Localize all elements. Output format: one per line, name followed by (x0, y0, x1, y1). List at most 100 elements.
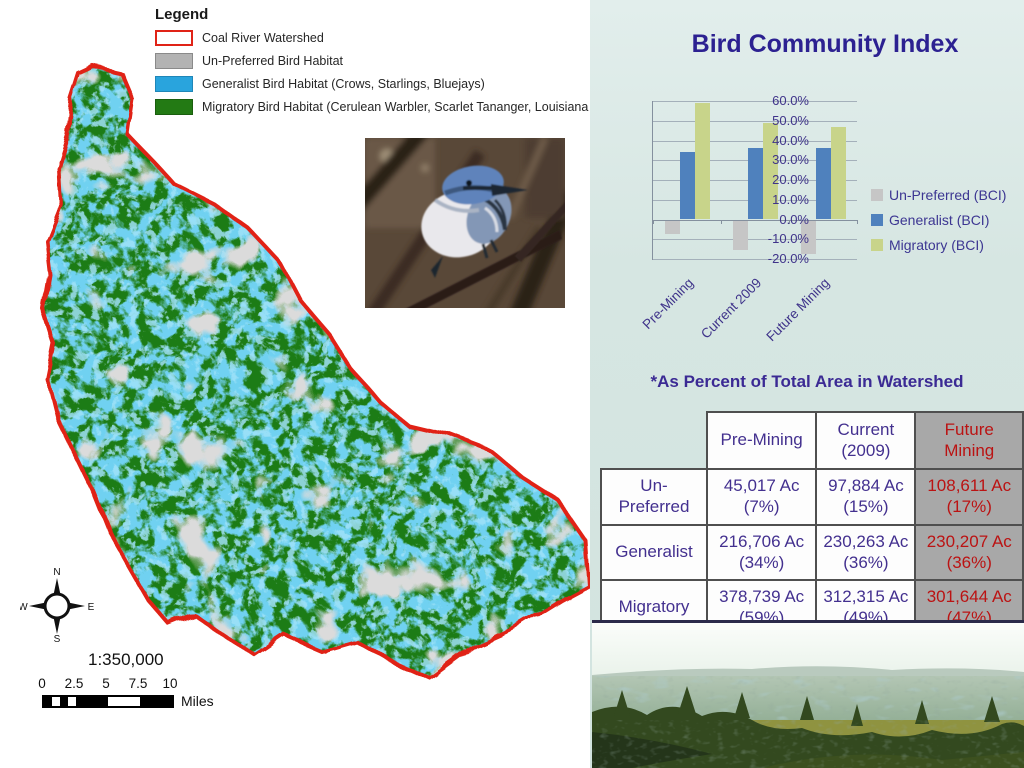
chart-gridline (653, 259, 857, 260)
cell-line: Pre-Mining (720, 430, 803, 450)
chart-legend: Un-Preferred (BCI) Generalist (BCI) Migrat… (871, 182, 1006, 257)
cell-line: Generalist (615, 542, 693, 562)
cell-line: 230,207 Ac (926, 531, 1012, 551)
map-legend: Legend Coal River Watershed Un-Preferred… (155, 6, 590, 122)
scale-tick-labels: 0 2.5 5 7.5 10 (38, 676, 177, 691)
migratory-swatch-icon (155, 99, 193, 115)
map-scale: 1:350,000 0 2.5 5 7.5 10 Miles (38, 650, 268, 709)
row-header-1: Un- Preferred (600, 468, 708, 526)
cell-line: (15%) (843, 497, 889, 516)
y-axis-line (652, 101, 653, 260)
cell-line: (2009) (841, 440, 891, 460)
cell-line: 216,706 Ac (719, 531, 805, 551)
watershed-boundary (41, 65, 590, 681)
chart-title: Bird Community Index (691, 30, 959, 58)
bar-migratory-bci--3 (830, 126, 846, 220)
cell-line: (36%) (843, 552, 889, 572)
chart-gridline (653, 239, 857, 241)
y-axis-tick-label: 50.0% (772, 112, 809, 128)
compass-north-label: N (53, 567, 60, 578)
compass-rose: N S W E (20, 567, 94, 642)
compass-west-label: W (20, 602, 28, 613)
analysis-panel: Bird Community Index 60.0% 50.0% 40.0% 30.0… (590, 0, 1024, 768)
chart-legend-item: Migratory (BCI) (871, 232, 1006, 257)
landscape-photo (592, 620, 1024, 768)
y-axis-tick-label: 60.0% (772, 93, 809, 108)
data-cell: 108,611 Ac (17%) (914, 468, 1024, 526)
x-axis-tick (789, 219, 790, 224)
y-axis-tick-label: -10.0% (767, 231, 809, 247)
generalist-swatch-icon (155, 76, 193, 92)
compass-star-icon (29, 578, 85, 634)
y-axis-tick-label: 10.0% (772, 191, 809, 207)
scale-tick-label: 2.5 (64, 676, 84, 691)
legend-title: Legend (155, 6, 209, 23)
x-axis-tick (857, 219, 858, 224)
cell-line: 230,263 Ac (823, 531, 909, 551)
cell-line: 45,017 Ac (723, 476, 800, 496)
cell-line: Mining (944, 440, 995, 460)
bci-bar-chart: 60.0% 50.0% 40.0% 30.0% 20.0% 10.0% 0.0% -10.0%… (595, 89, 1021, 355)
y-axis-tick-label: 0.0% (779, 211, 809, 227)
bar-migratory-bci--1 (694, 102, 710, 220)
scale-tick-label: 7.5 (128, 676, 148, 691)
y-axis-tick-label: 40.0% (772, 132, 809, 148)
cell-line: 378,739 Ac (719, 586, 805, 606)
x-category-label: Future Mining (763, 275, 833, 345)
data-cell: 45,017 Ac (7%) (705, 468, 818, 526)
legend-item-unpreferred: Un-Preferred Bird Habitat (155, 53, 590, 69)
chart-legend-label: Migratory (BCI) (889, 236, 984, 253)
legend-label: Generalist Bird Habitat (Crows, Starling… (202, 77, 485, 91)
chart-gridline (653, 140, 857, 142)
cerulean-warbler-photo (365, 138, 565, 308)
watershed-swatch-icon (155, 30, 193, 46)
scale-bar (42, 694, 174, 708)
bar-un-preferred-bci--2 (732, 220, 748, 251)
habitat-acreage-table: Pre-Mining Current (2009) Future Mining Un- Pr… (600, 411, 1024, 636)
scale-tick-label: 10 (162, 676, 178, 691)
table-caption: *As Percent of Total Area in Watershed (650, 372, 964, 391)
y-axis-tick-label: -20.0% (767, 251, 809, 266)
cell-line: Un- (640, 476, 668, 496)
chart-gridline (653, 219, 857, 221)
cell-line: (34%) (738, 552, 785, 572)
scale-tick-label: 5 (102, 676, 110, 691)
cell-line: Current (837, 419, 895, 439)
map-panel: Legend Coal River Watershed Un-Preferred… (20, 6, 590, 709)
legend-item-migratory: Migratory Bird Habitat (Cerulean Warbler… (155, 99, 590, 115)
legend-item-watershed: Coal River Watershed (155, 30, 590, 46)
data-cell: 230,263 Ac (36%) (815, 524, 917, 581)
chart-gridline (653, 120, 857, 122)
legend-label: Migratory Bird Habitat (Cerulean Warbler… (202, 100, 590, 114)
data-cell: 97,884 Ac (15%) (815, 468, 917, 526)
legend-swatch-icon (871, 213, 883, 226)
column-header-2: Current (2009) (815, 411, 917, 470)
chart-plot-area (652, 101, 858, 260)
chart-legend-item: Un-Preferred (BCI) (871, 182, 1006, 207)
x-axis-tick (721, 219, 722, 224)
legend-swatch-icon (871, 238, 883, 251)
x-axis-tick (653, 219, 654, 224)
chart-legend-label: Un-Preferred (BCI) (889, 186, 1007, 203)
scale-ratio-text: 1:350,000 (88, 650, 164, 669)
chart-legend-item: Generalist (BCI) (871, 207, 1006, 232)
table-corner-cell (601, 412, 707, 469)
x-category-label: Current 2009 (697, 275, 765, 342)
cell-line: 97,884 Ac (828, 476, 904, 496)
cell-line: (17%) (946, 497, 992, 516)
compass-east-label: E (88, 602, 94, 613)
bar-generalist-bci--3 (815, 148, 831, 220)
cell-line: 312,315 Ac (823, 586, 909, 606)
compass-south-label: S (54, 634, 61, 642)
column-header-1: Pre-Mining (705, 411, 818, 470)
y-axis-tick-label: 30.0% (772, 152, 809, 168)
cell-line: (7%) (743, 497, 780, 516)
bar-migratory-bci--2 (762, 122, 778, 220)
legend-label: Coal River Watershed (202, 31, 324, 45)
bar-un-preferred-bci--3 (800, 220, 816, 255)
legend-swatch-icon (871, 188, 883, 201)
cell-line: Future (944, 419, 994, 439)
chart-gridline (653, 101, 857, 102)
row-header-2: Generalist (600, 524, 708, 581)
